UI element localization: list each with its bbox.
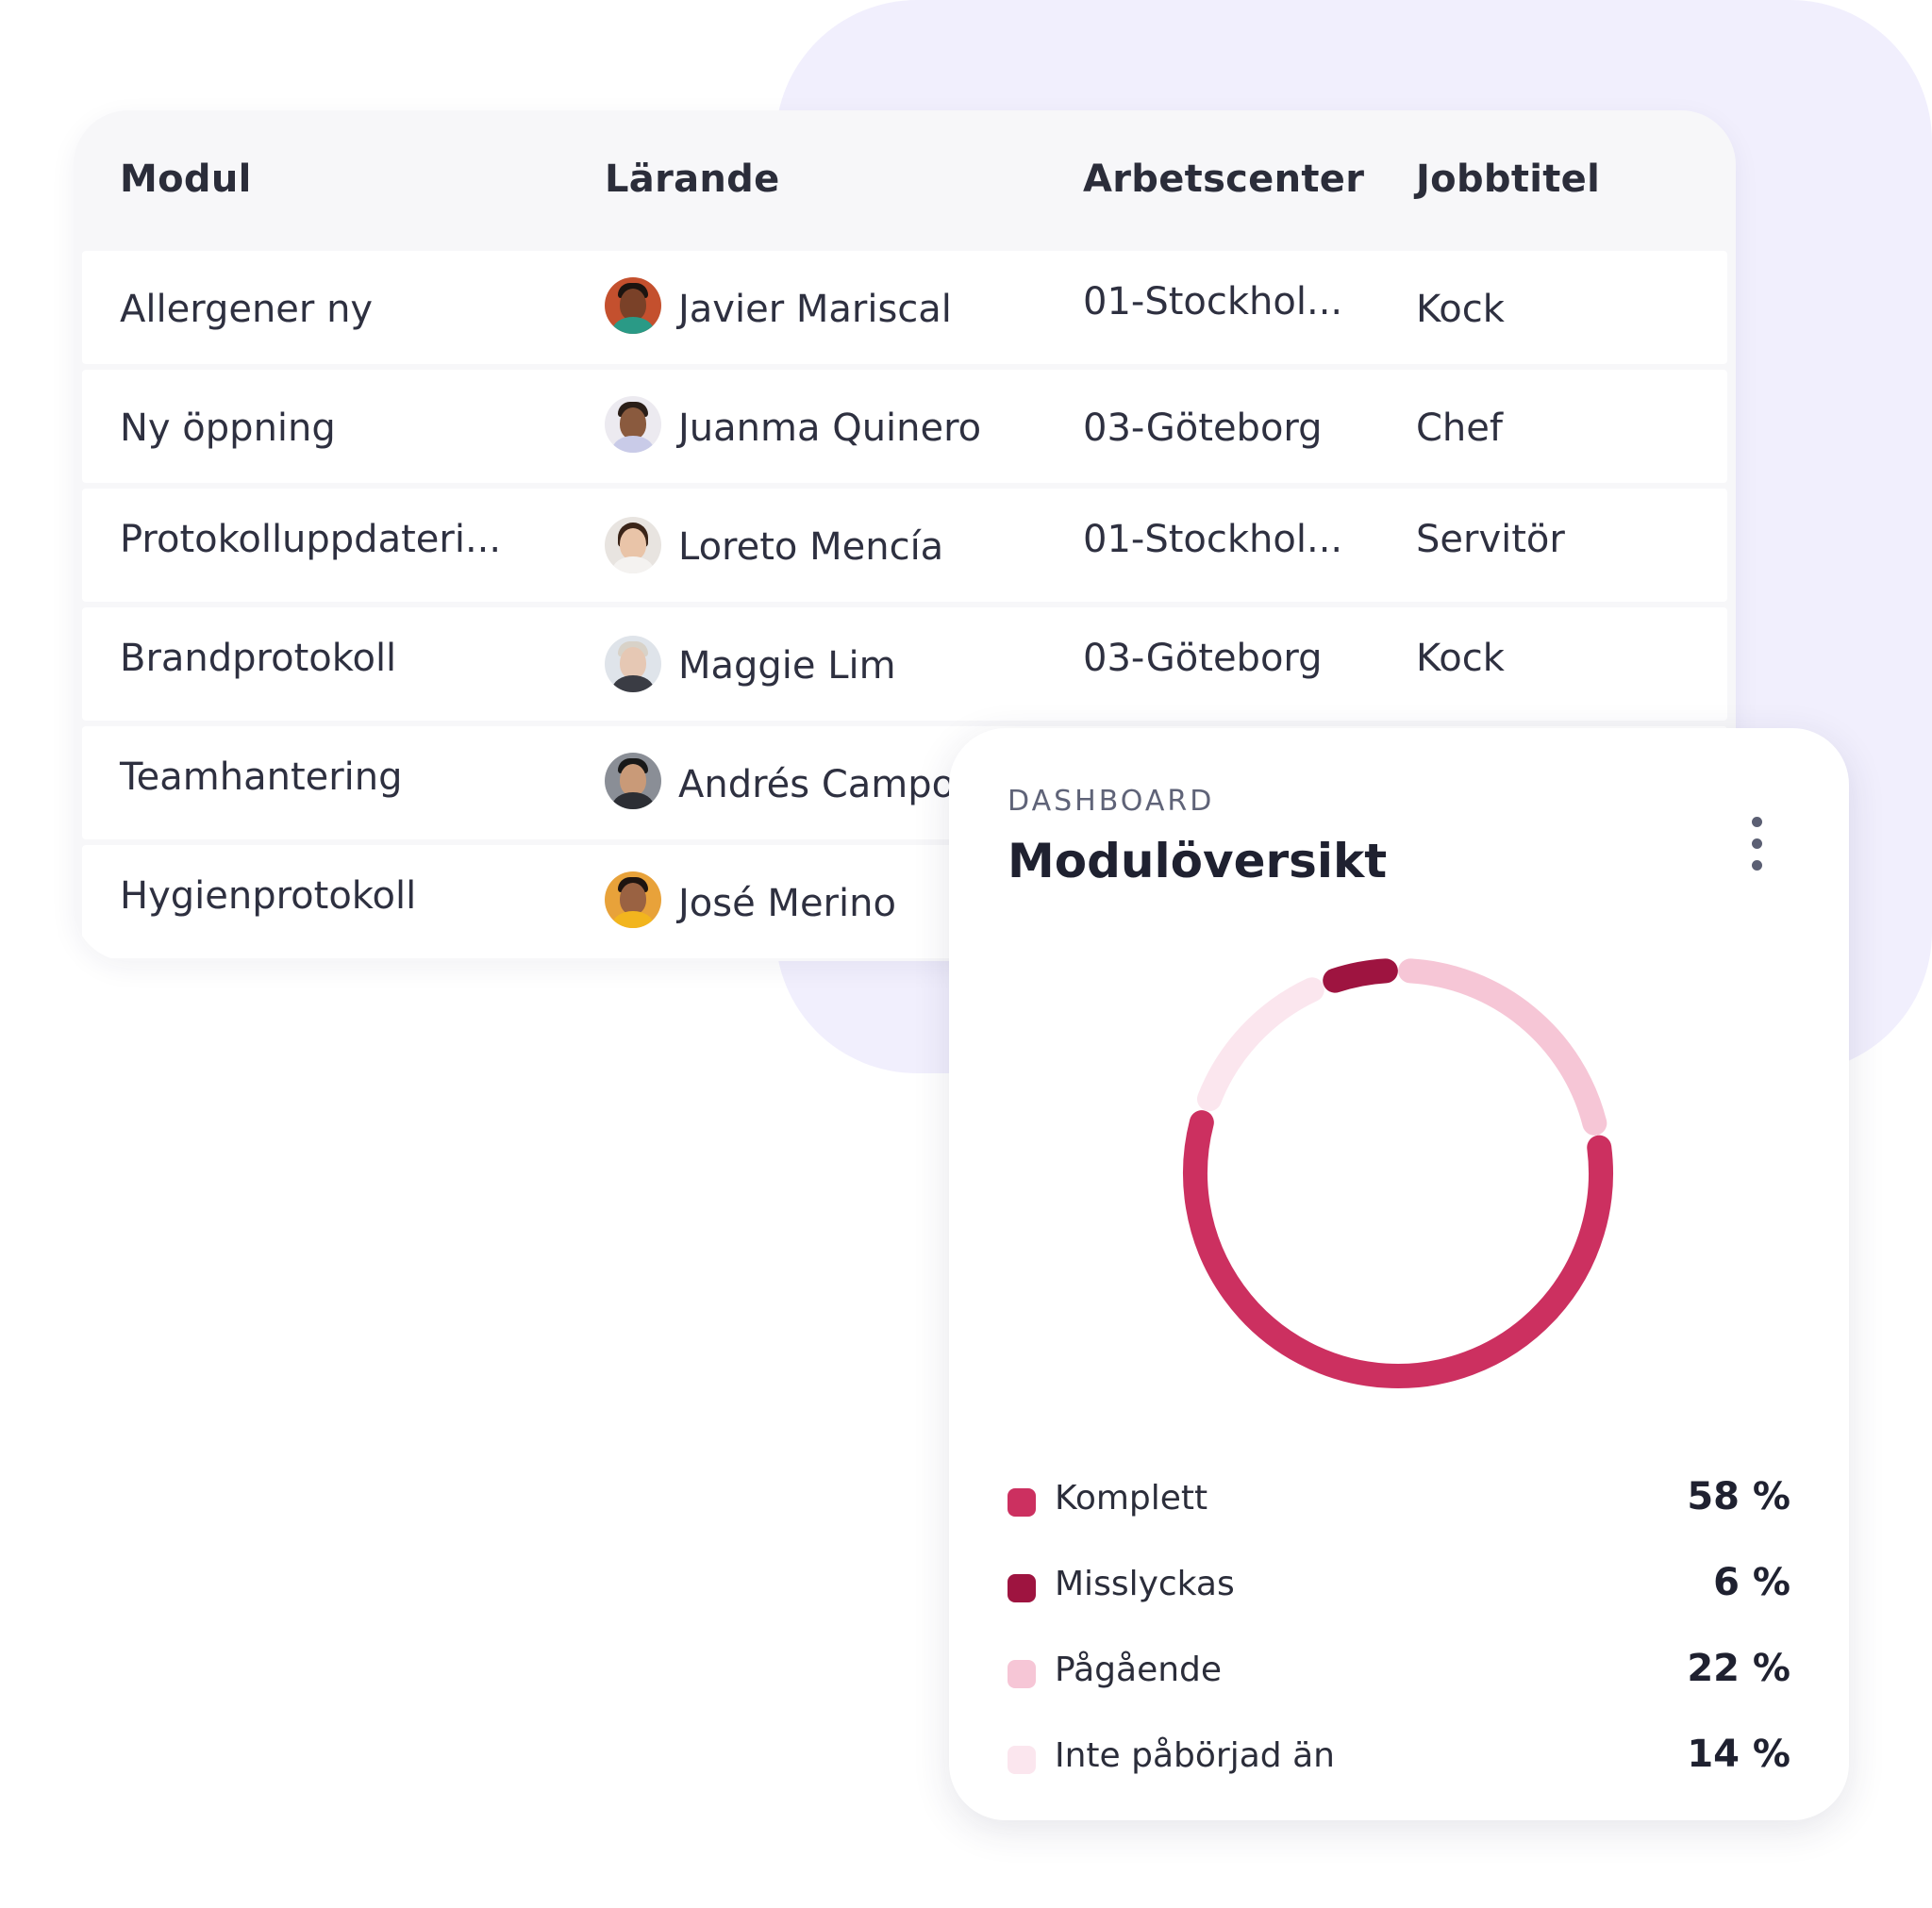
jobtitle-cell: Kock bbox=[1416, 637, 1505, 680]
module-cell: Protokolluppdateri... bbox=[120, 518, 502, 561]
learner-name: Andrés Campo bbox=[678, 763, 956, 806]
table-row[interactable]: Protokolluppdateri... Loreto Mencía 01-S… bbox=[82, 489, 1727, 602]
table-row[interactable]: Allergener ny Javier Mariscal 01-Stockho… bbox=[82, 251, 1727, 364]
donut-segment-misslyckas[interactable] bbox=[1323, 958, 1398, 993]
table-row[interactable]: Brandprotokoll Maggie Lim 03-Göteborg Ko… bbox=[82, 607, 1727, 721]
avatar bbox=[605, 277, 661, 334]
legend-value: 14 % bbox=[1687, 1733, 1790, 1776]
dashboard-card: DASHBOARD Modulöversikt Komplett 58 % Miss… bbox=[949, 728, 1849, 1820]
legend-swatch bbox=[1008, 1660, 1036, 1688]
legend-value: 6 % bbox=[1713, 1561, 1790, 1604]
table-header: Modul Lärande Arbetscenter Jobbtitel bbox=[74, 110, 1736, 250]
jobtitle-cell: Servitör bbox=[1416, 518, 1565, 561]
jobtitle-cell: Kock bbox=[1416, 288, 1505, 331]
module-cell: Hygienprotokoll bbox=[120, 874, 417, 918]
donut-chart bbox=[1183, 958, 1613, 1388]
legend-swatch bbox=[1008, 1574, 1036, 1602]
module-cell: Brandprotokoll bbox=[120, 637, 397, 680]
column-header-arbetscenter[interactable]: Arbetscenter bbox=[1083, 158, 1365, 201]
kebab-icon[interactable] bbox=[1747, 817, 1768, 873]
table-row[interactable]: Ny öppning Juanma Quinero 03-Göteborg Ch… bbox=[82, 370, 1727, 483]
workcenter-cell: 01-Stockhol... bbox=[1083, 280, 1343, 324]
learner-name: Javier Mariscal bbox=[678, 288, 952, 331]
donut-segments bbox=[1183, 958, 1613, 1388]
avatar bbox=[605, 871, 661, 928]
avatar bbox=[605, 517, 661, 573]
module-cell: Allergener ny bbox=[120, 288, 374, 331]
legend-label: Pågående bbox=[1055, 1651, 1223, 1689]
workcenter-cell: 01-Stockhol... bbox=[1083, 518, 1343, 561]
column-header-modul[interactable]: Modul bbox=[120, 158, 252, 201]
avatar bbox=[605, 636, 661, 692]
column-header-larande[interactable]: Lärande bbox=[605, 158, 780, 201]
legend-swatch bbox=[1008, 1488, 1036, 1517]
legend-value: 22 % bbox=[1687, 1647, 1790, 1690]
donut-segment-inte-påbörjad-än[interactable] bbox=[1196, 977, 1324, 1112]
legend-swatch bbox=[1008, 1746, 1036, 1774]
learner-name: Loreto Mencía bbox=[678, 525, 944, 569]
avatar bbox=[605, 753, 661, 809]
legend-label: Komplett bbox=[1055, 1479, 1208, 1518]
column-header-jobbtitel[interactable]: Jobbtitel bbox=[1416, 158, 1601, 201]
learner-name: Maggie Lim bbox=[678, 644, 896, 688]
workcenter-cell: 03-Göteborg bbox=[1083, 406, 1323, 450]
legend-label: Inte påbörjad än bbox=[1055, 1736, 1335, 1775]
legend-label: Misslyckas bbox=[1055, 1565, 1235, 1603]
learner-name: Juanma Quinero bbox=[678, 406, 982, 450]
jobtitle-cell: Chef bbox=[1416, 406, 1503, 450]
module-cell: Teamhantering bbox=[120, 755, 403, 799]
legend-value: 58 % bbox=[1687, 1475, 1790, 1518]
module-cell: Ny öppning bbox=[120, 406, 336, 450]
avatar bbox=[605, 396, 661, 453]
learner-name: José Merino bbox=[678, 882, 896, 925]
donut-segment-komplett[interactable] bbox=[1183, 1110, 1613, 1388]
workcenter-cell: 03-Göteborg bbox=[1083, 637, 1323, 680]
dashboard-title: Modulöversikt bbox=[1008, 834, 1388, 888]
dashboard-eyebrow: DASHBOARD bbox=[1008, 785, 1215, 818]
donut-segment-pågående[interactable] bbox=[1398, 958, 1607, 1136]
